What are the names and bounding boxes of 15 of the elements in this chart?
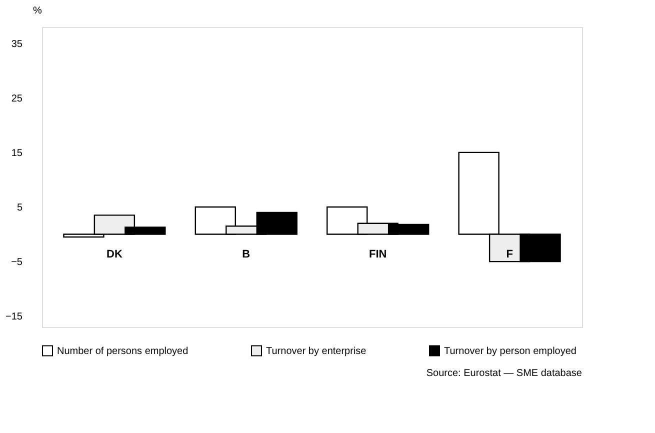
x-tick-label: B [242,248,250,260]
y-tick-label: 5 [16,202,23,214]
y-tick-label: −5 [11,257,23,268]
source-note: Source: Eurostat — SME database [426,368,582,379]
y-tick-label: 35 [11,38,23,50]
y-axis-title: % [33,6,42,16]
x-tick-label: FIN [368,248,387,260]
legend-label: Turnover by enterprise [266,346,367,357]
x-tick-label: DK [106,248,122,260]
y-tick-label: 15 [11,148,23,159]
y-tick-label: −15 [6,312,23,323]
y-tick-label: 25 [11,93,23,104]
x-tick-label: F [506,248,514,260]
legend-label: Number of persons employed [57,346,188,357]
legend-label: Turnover by person employed [444,346,576,357]
